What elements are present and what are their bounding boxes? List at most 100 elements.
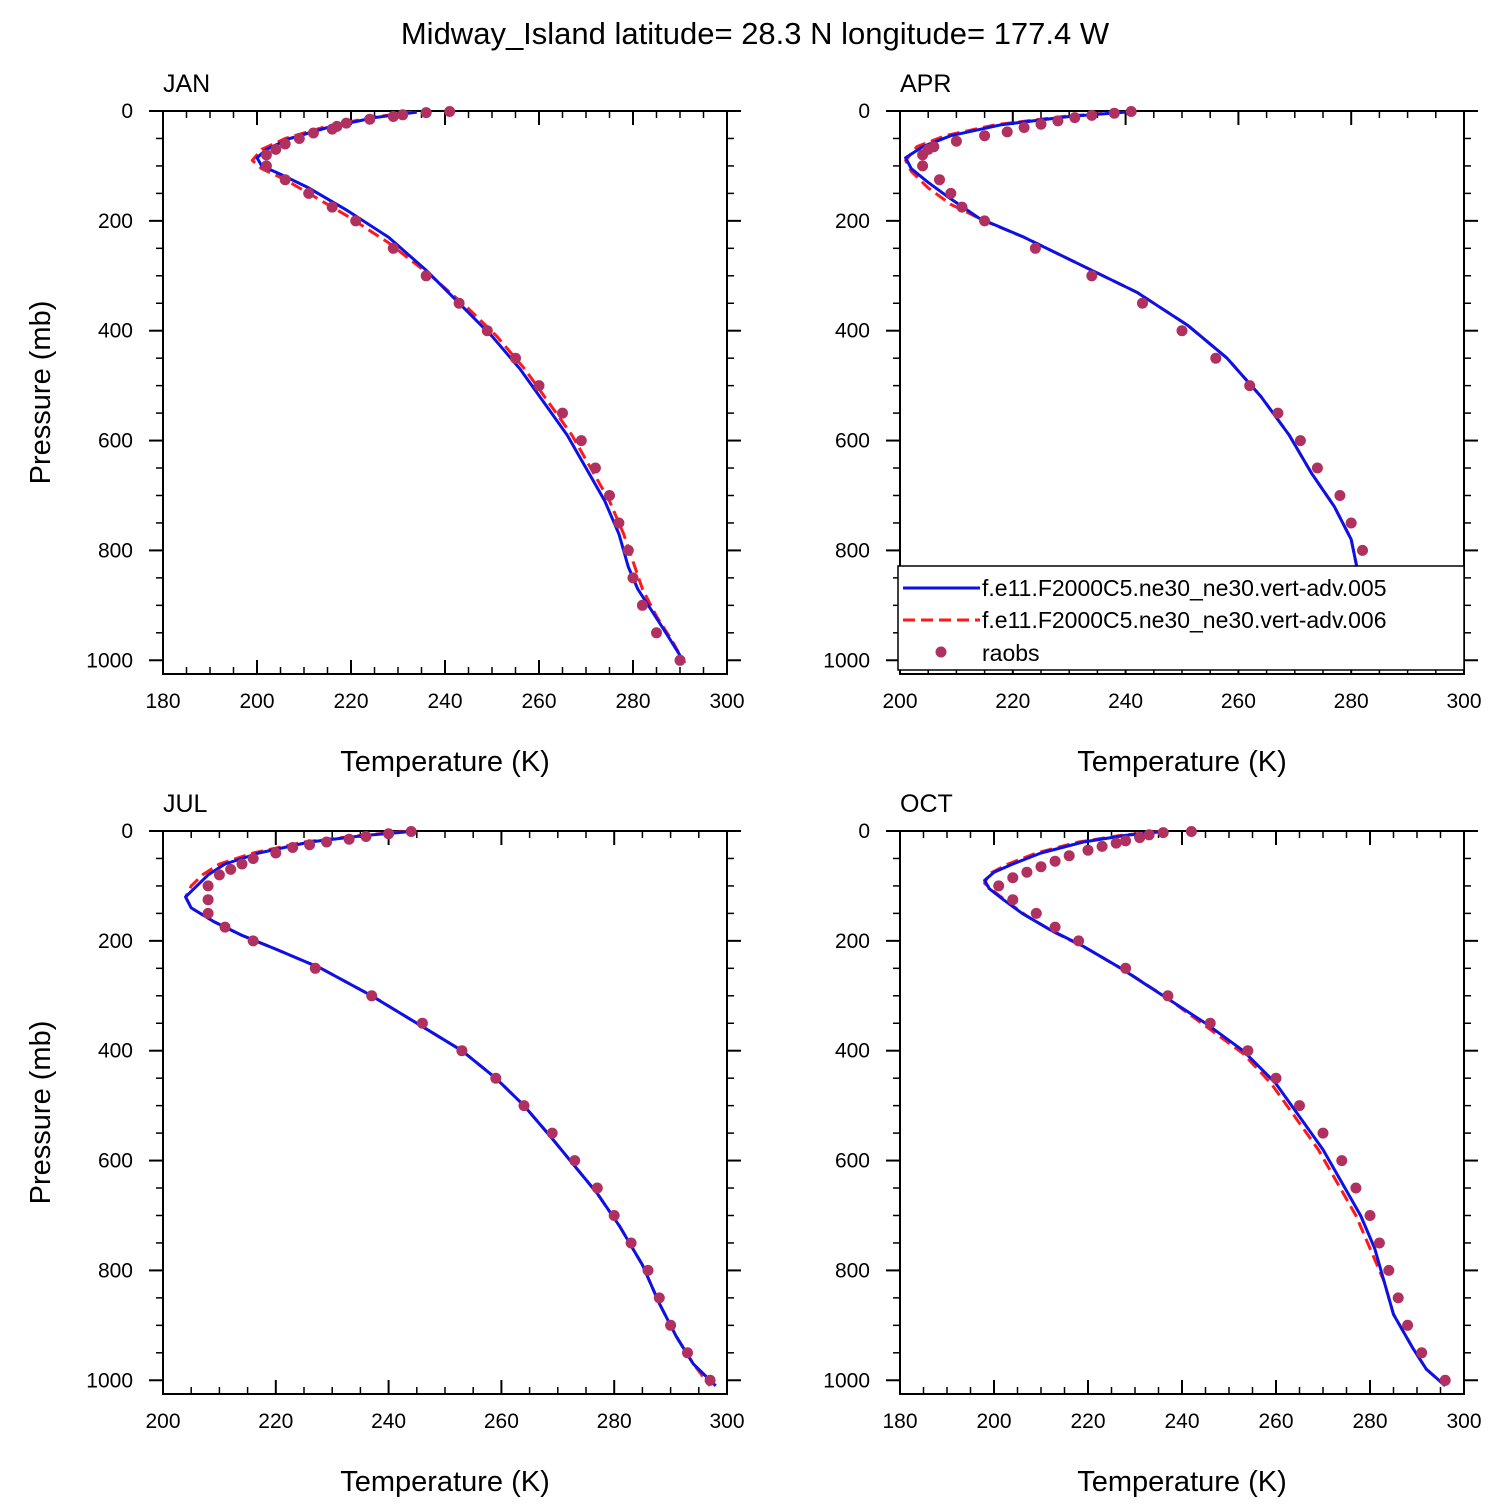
y-axis-title-jan: Pressure (mb) <box>25 301 57 485</box>
raobs-point-apr <box>1086 109 1098 121</box>
raobs-point-oct <box>1317 1127 1329 1139</box>
raobs-point-oct <box>1082 844 1094 856</box>
x-tick-label-apr: 240 <box>1108 690 1143 713</box>
y-tick-label-jan: 400 <box>98 320 133 343</box>
raobs-point-jan <box>420 270 432 282</box>
raobs-point-apr <box>934 174 945 186</box>
y-tick-label-jan: 200 <box>98 210 133 233</box>
raobs-point-jul <box>569 1155 581 1167</box>
x-tick-label-jul: 220 <box>258 1410 293 1433</box>
raobs-point-oct <box>1392 1292 1404 1304</box>
raobs-point-jan <box>260 160 272 172</box>
raobs-point-apr <box>917 160 929 172</box>
x-tick-label-jan: 300 <box>709 690 744 713</box>
raobs-point-oct <box>1364 1210 1376 1221</box>
raobs-point-jul <box>591 1182 603 1194</box>
y-tick-label-oct: 600 <box>835 1150 870 1173</box>
y-tick-label-jan: 800 <box>98 539 133 562</box>
raobs-point-apr <box>1069 112 1081 124</box>
raobs-point-apr <box>1125 106 1137 117</box>
raobs-point-apr <box>979 215 991 227</box>
raobs-point-oct <box>1294 1100 1305 1112</box>
x-tick-label-apr: 220 <box>995 690 1030 713</box>
y-tick-label-jul: 600 <box>98 1150 133 1173</box>
x-tick-label-jan: 280 <box>615 690 650 713</box>
raobs-point-apr <box>1086 270 1098 282</box>
raobs-point-oct <box>1143 829 1155 841</box>
raobs-point-jul <box>225 863 237 875</box>
raobs-point-oct <box>1270 1072 1282 1084</box>
legend-label-005: f.e11.F2000C5.ne30_ne30.vert-adv.005 <box>982 575 1387 601</box>
y-tick-label-oct: 200 <box>835 930 870 953</box>
raobs-point-jul <box>309 962 321 974</box>
panel-label-jan: JAN <box>163 70 210 98</box>
raobs-point-jan <box>557 407 568 419</box>
raobs-point-jul <box>608 1210 620 1221</box>
panel-jan: JAN 180 200 220 240 260 280 300 0 200 400 600 800 10… <box>25 70 745 778</box>
raobs-point-apr <box>1244 380 1256 392</box>
raobs-point-jul <box>456 1045 468 1057</box>
raobs-point-oct <box>1110 837 1122 849</box>
x-tick-label-oct: 220 <box>1070 1410 1105 1433</box>
raobs-point-jul <box>416 1017 428 1029</box>
y-tick-label-jul: 200 <box>98 930 133 953</box>
raobs-point-jan <box>279 174 291 186</box>
raobs-point-oct <box>1007 894 1019 906</box>
raobs-point-oct <box>1383 1264 1395 1276</box>
y-tick-label-apr: 600 <box>835 430 870 453</box>
raobs-point-jul <box>202 894 214 906</box>
raobs-point-oct <box>1073 935 1085 947</box>
raobs-point-jul <box>202 880 214 892</box>
raobs-point-jul <box>247 853 259 864</box>
raobs-point-apr <box>1018 122 1030 133</box>
raobs-point-oct <box>1021 866 1033 878</box>
raobs-point-apr <box>1108 107 1120 119</box>
raobs-point-jul <box>653 1292 665 1304</box>
raobs-point-apr <box>1357 544 1368 556</box>
raobs-point-oct <box>1416 1347 1428 1359</box>
y-tick-label-oct: 1000 <box>823 1369 870 1392</box>
raobs-point-jul <box>360 831 372 842</box>
x-tick-label-oct: 300 <box>1446 1410 1481 1433</box>
panel-label-apr: APR <box>900 70 951 98</box>
y-tick-label-apr: 1000 <box>823 649 870 672</box>
y-tick-label-jul: 0 <box>121 820 133 843</box>
raobs-point-oct <box>1157 827 1169 839</box>
y-tick-label-apr: 400 <box>835 320 870 343</box>
raobs-point-jul <box>287 842 299 853</box>
raobs-point-jul <box>219 921 231 933</box>
raobs-point-jan <box>627 572 639 584</box>
y-tick-label-oct: 400 <box>835 1040 870 1063</box>
x-tick-label-apr: 260 <box>1221 690 1256 713</box>
x-tick-label-jan: 200 <box>239 690 274 713</box>
raobs-point-jan <box>420 107 432 119</box>
raobs-point-apr <box>950 135 962 147</box>
x-axis-title-jul: Temperature (K) <box>340 1466 550 1498</box>
raobs-point-apr <box>1001 126 1013 138</box>
x-tick-label-jan: 260 <box>521 690 556 713</box>
raobs-point-jan <box>674 654 686 666</box>
legend-label-006: f.e11.F2000C5.ne30_ne30.vert-adv.006 <box>982 607 1387 633</box>
x-tick-label-jul: 240 <box>371 1410 406 1433</box>
raobs-point-jan <box>510 352 521 364</box>
raobs-point-jul <box>202 907 214 919</box>
raobs-point-jul <box>366 990 378 1002</box>
raobs-point-jan <box>326 201 338 213</box>
raobs-point-jan <box>481 325 493 337</box>
raobs-point-apr <box>1029 242 1041 254</box>
raobs-point-jan <box>387 111 399 122</box>
raobs-point-oct <box>1162 990 1174 1002</box>
raobs-point-apr <box>1311 462 1323 474</box>
raobs-point-oct <box>1049 921 1061 933</box>
x-axis-title-oct: Temperature (K) <box>1077 1466 1287 1498</box>
x-tick-label-jan: 220 <box>333 690 368 713</box>
panel-jul: JUL 200 220 240 260 280 300 0 200 400 600 800 1000 T… <box>25 790 745 1498</box>
raobs-point-jan <box>260 149 272 161</box>
raobs-point-jul <box>343 833 355 845</box>
raobs-point-oct <box>1030 907 1042 919</box>
raobs-point-jan <box>533 380 545 392</box>
raobs-point-jan <box>453 297 465 309</box>
raobs-point-jan <box>613 517 625 529</box>
x-tick-label-jul: 300 <box>709 1410 744 1433</box>
